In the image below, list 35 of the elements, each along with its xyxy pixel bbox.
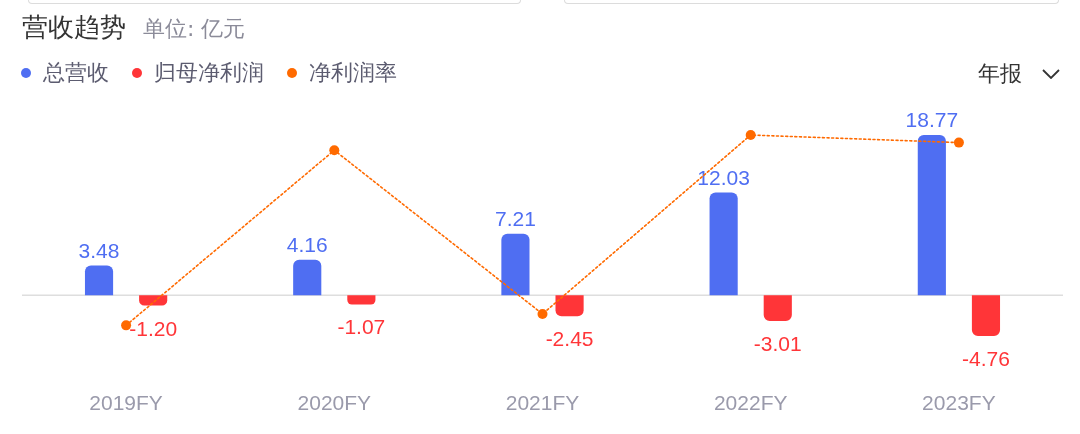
data-label: 12.03 <box>697 165 750 189</box>
bar <box>555 295 584 317</box>
data-label: -3.01 <box>753 332 802 356</box>
chart-subtitle: 单位: 亿元 <box>143 16 246 41</box>
point <box>953 137 964 148</box>
bar <box>139 295 168 306</box>
bar <box>971 295 1001 336</box>
bar <box>917 135 946 296</box>
data-label: 3.48 <box>78 238 120 262</box>
legend-label: 净利润率 <box>309 59 397 87</box>
data-label: 18.77 <box>905 108 959 131</box>
data-label: 7.21 <box>495 206 536 230</box>
data-label: 4.16 <box>286 232 328 256</box>
point <box>745 130 756 140</box>
chart-title: 营收趋势 <box>22 12 126 42</box>
data-label: -2.45 <box>545 327 594 351</box>
text: 年报 <box>978 60 1022 88</box>
x-tick-label: 2021FY <box>505 391 580 415</box>
x-tick-label: 2023FY <box>922 391 996 415</box>
bar <box>501 233 530 296</box>
legend-label: 归母净利润 <box>154 59 264 87</box>
bar <box>347 295 376 305</box>
x-tick-label: 2022FY <box>713 391 788 415</box>
bar <box>763 295 792 322</box>
data-label: -1.20 <box>129 316 178 340</box>
bar <box>709 192 738 296</box>
data-label: -4.76 <box>962 347 1010 370</box>
point <box>537 308 548 319</box>
bar <box>293 259 322 296</box>
data-label: -1.07 <box>337 315 386 339</box>
point <box>329 145 340 156</box>
bar <box>84 265 114 296</box>
x-tick-label: 2020FY <box>297 391 372 415</box>
x-tick-label: 2019FY <box>89 391 163 415</box>
legend-label: 总营收 <box>43 59 109 87</box>
